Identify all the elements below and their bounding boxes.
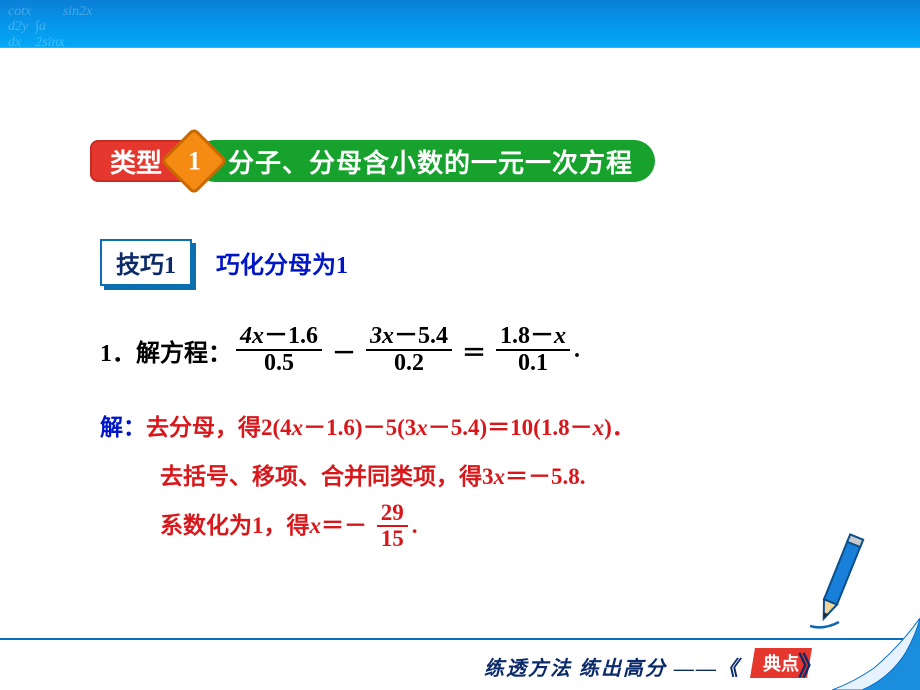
problem-statement: 1． 解方程： 4x－1.6 0.5 － 3x－5.4 0.2 ＝ 1.8－x …: [100, 324, 850, 376]
top-banner: cotx sin2x d2y ∫a dx 2sinx: [0, 0, 920, 48]
fraction-2-den: 0.2: [390, 351, 428, 376]
problem-equation: 4x－1.6 0.5 － 3x－5.4 0.2 ＝ 1.8－x 0.1 .: [232, 324, 580, 376]
type-number: 1: [188, 146, 201, 176]
solution-frac-num: 29: [377, 501, 408, 527]
equals-op: ＝: [462, 333, 486, 368]
solution-line-3: 系数化为1，得x＝－ 29 15 .: [160, 501, 850, 551]
fraction-3: 1.8－x 0.1: [496, 324, 570, 376]
type-number-diamond: 1: [160, 127, 228, 195]
footer-motto: 练透方法 练出高分 ——《: [484, 652, 740, 681]
tip-box: 技巧1: [100, 239, 192, 286]
tip-row: 技巧1 巧化分母为1: [100, 239, 850, 286]
solution-block: 解： 去分母，得2(4x－1.6)－5(3x－5.4)＝10(1.8－x)． 去…: [100, 404, 850, 551]
slide-content: 类型 1 分子、分母含小数的一元一次方程 技巧1 巧化分母为1 1． 解方程： …: [0, 48, 920, 551]
footer: 练透方法 练出高分 ——《 典点 》: [0, 638, 920, 690]
problem-index: 1．: [100, 333, 136, 368]
title-row: 类型 1 分子、分母含小数的一元一次方程: [90, 138, 850, 184]
page-curl-icon: [832, 618, 920, 690]
footer-bracket: 》: [798, 646, 824, 683]
title-heading-pill: 分子、分母含小数的一元一次方程: [194, 140, 655, 182]
solution-fraction: 29 15: [377, 501, 408, 551]
fraction-1: 4x－1.6 0.5: [236, 324, 322, 376]
solution-label: 解：: [100, 404, 146, 452]
problem-period: .: [574, 337, 580, 364]
solution-line3-tail: .: [412, 502, 418, 550]
minus-op: －: [332, 333, 356, 368]
banner-math-doodle: cotx sin2x d2y ∫a dx 2sinx: [0, 0, 340, 48]
fraction-1-den: 0.5: [260, 351, 298, 376]
fraction-2: 3x－5.4 0.2: [366, 324, 452, 376]
tip-text: 巧化分母为1: [216, 245, 348, 280]
solution-line-2: 去括号、移项、合并同类项，得3x＝－5.8.: [160, 453, 850, 501]
solution-frac-den: 15: [377, 527, 408, 551]
problem-lead: 解方程：: [136, 333, 232, 368]
solution-line-1: 解： 去分母，得2(4x－1.6)－5(3x－5.4)＝10(1.8－x)．: [100, 404, 850, 452]
fraction-3-den: 0.1: [514, 351, 552, 376]
